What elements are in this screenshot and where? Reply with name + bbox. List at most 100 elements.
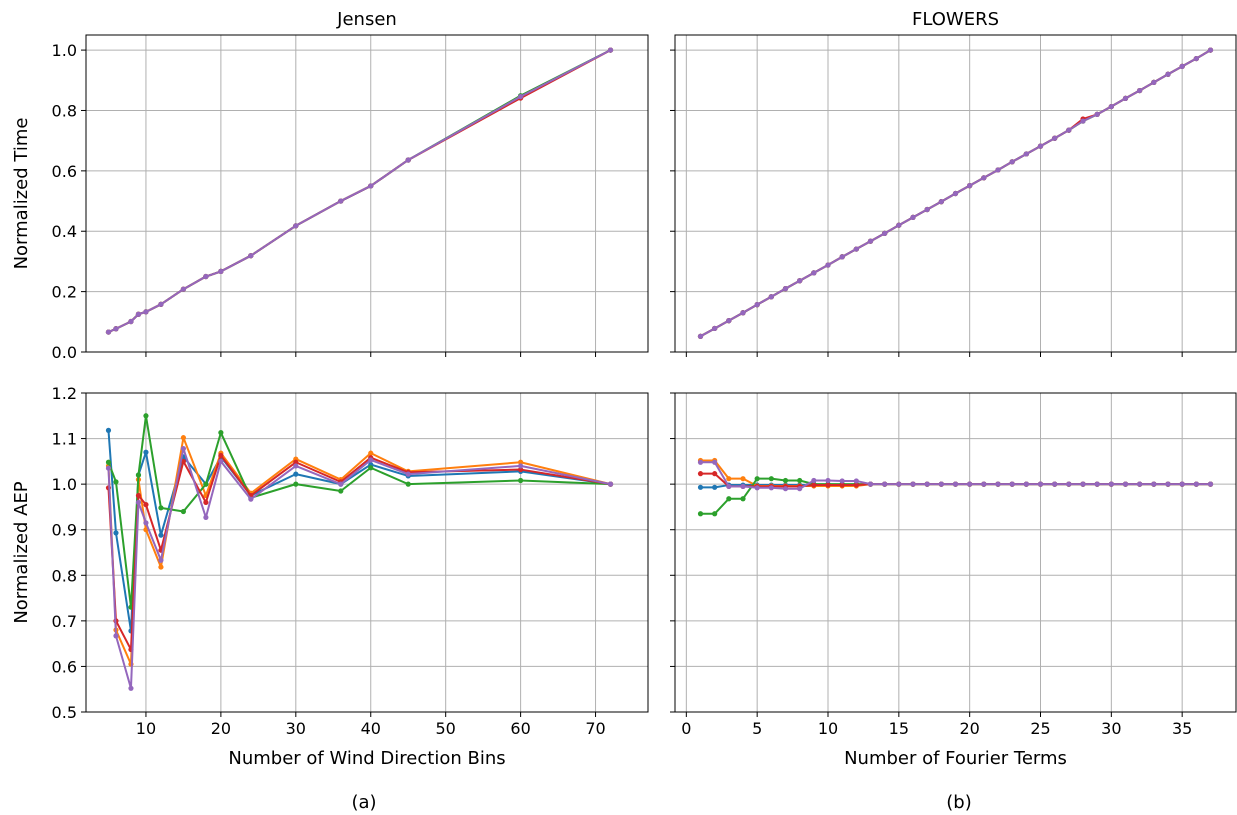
x-tick-label: 70 xyxy=(585,719,605,738)
data-point xyxy=(293,459,299,465)
x-tick-label: 50 xyxy=(436,719,456,738)
series-group xyxy=(697,47,1214,339)
data-point xyxy=(712,511,718,517)
caption-left: (a) xyxy=(351,792,376,813)
x-tick-label: 0 xyxy=(681,719,691,738)
data-point xyxy=(1179,481,1185,487)
panel-jensen-aep: 10 20 30 40 50 60 70 0.5 0.6 0.7 0.8 0.9 1.0 1.1 1.2 Nu… xyxy=(11,384,649,769)
data-point xyxy=(782,286,789,292)
x-tick-label: 40 xyxy=(361,719,381,738)
data-point xyxy=(712,325,718,332)
data-point xyxy=(518,466,524,473)
data-point xyxy=(143,502,149,508)
data-point xyxy=(218,458,224,464)
data-point xyxy=(712,471,718,477)
data-point xyxy=(910,481,916,487)
data-point xyxy=(218,452,224,459)
data-point xyxy=(368,450,374,456)
data-point xyxy=(1165,71,1171,77)
data-point xyxy=(1023,151,1029,157)
data-point xyxy=(967,183,973,189)
data-point xyxy=(338,198,344,204)
data-point xyxy=(293,471,299,477)
data-point xyxy=(697,511,704,517)
data-point xyxy=(853,246,859,252)
data-point xyxy=(740,483,746,490)
data-point xyxy=(158,532,164,538)
caption-right: (b) xyxy=(946,792,971,813)
data-point xyxy=(338,481,344,487)
data-point xyxy=(896,481,902,487)
data-point xyxy=(1066,127,1072,133)
data-point xyxy=(405,481,411,487)
data-point xyxy=(768,294,774,300)
series-group xyxy=(105,47,614,335)
data-point xyxy=(105,427,112,433)
data-point xyxy=(825,477,831,484)
data-point xyxy=(293,223,299,229)
x-tick-label: 20 xyxy=(211,719,231,738)
series-line-2 xyxy=(107,414,611,609)
data-point xyxy=(924,206,930,213)
data-point xyxy=(113,326,119,332)
y-tick-label: 0.6 xyxy=(52,162,77,181)
data-point xyxy=(135,472,142,478)
x-tick-label: 15 xyxy=(889,719,909,738)
data-point xyxy=(180,508,187,515)
data-point xyxy=(995,167,1001,173)
x-tick-label: 5 xyxy=(752,719,762,738)
data-point xyxy=(203,481,209,487)
axes-frame xyxy=(674,34,1237,353)
data-point xyxy=(1094,481,1100,487)
data-point xyxy=(697,333,704,339)
data-point xyxy=(825,482,831,488)
data-point xyxy=(1080,481,1086,487)
data-point xyxy=(158,557,164,563)
data-point xyxy=(143,413,149,419)
data-point xyxy=(158,564,164,570)
data-point xyxy=(180,445,187,452)
y-tick-label: 0.2 xyxy=(52,283,77,302)
data-point xyxy=(967,481,973,487)
data-point xyxy=(1207,47,1214,53)
data-point xyxy=(740,476,746,482)
panel-title: Jensen xyxy=(336,9,397,30)
data-point xyxy=(248,253,254,259)
series-group xyxy=(105,413,614,691)
data-point xyxy=(607,47,614,53)
data-point xyxy=(882,230,888,236)
data-point xyxy=(180,435,187,441)
data-point xyxy=(1052,135,1058,141)
x-tick-label: 20 xyxy=(959,719,979,738)
data-point xyxy=(853,478,859,484)
data-point xyxy=(135,499,142,505)
data-point xyxy=(867,481,874,487)
data-point xyxy=(811,270,817,276)
data-point xyxy=(203,514,209,521)
data-point xyxy=(368,183,374,189)
data-point xyxy=(1193,481,1199,487)
data-point xyxy=(1009,159,1015,165)
data-point xyxy=(726,318,732,324)
data-point xyxy=(338,488,344,494)
data-point xyxy=(105,329,112,335)
y-tick-label: 0.8 xyxy=(52,101,77,120)
data-point xyxy=(726,483,732,490)
data-point xyxy=(143,449,149,455)
y-tick-label: 0.5 xyxy=(52,703,77,722)
y-axis-label: Normalized AEP xyxy=(11,481,32,623)
y-tick-label: 0.9 xyxy=(52,521,77,540)
data-point xyxy=(1122,95,1129,101)
data-point xyxy=(995,481,1001,487)
data-point xyxy=(113,530,119,536)
panel-flowers-aep: 0 5 10 15 20 25 30 35 Number of Fourier Terms xyxy=(670,392,1237,769)
y-tick-label: 0.4 xyxy=(52,222,77,241)
data-point xyxy=(1094,111,1100,118)
data-point xyxy=(405,471,411,477)
data-point xyxy=(754,302,760,308)
data-point xyxy=(839,482,845,488)
data-point xyxy=(1193,55,1199,62)
panel-flowers-time: FLOWERS xyxy=(670,9,1237,357)
y-axis-label: Normalized Time xyxy=(11,118,32,270)
